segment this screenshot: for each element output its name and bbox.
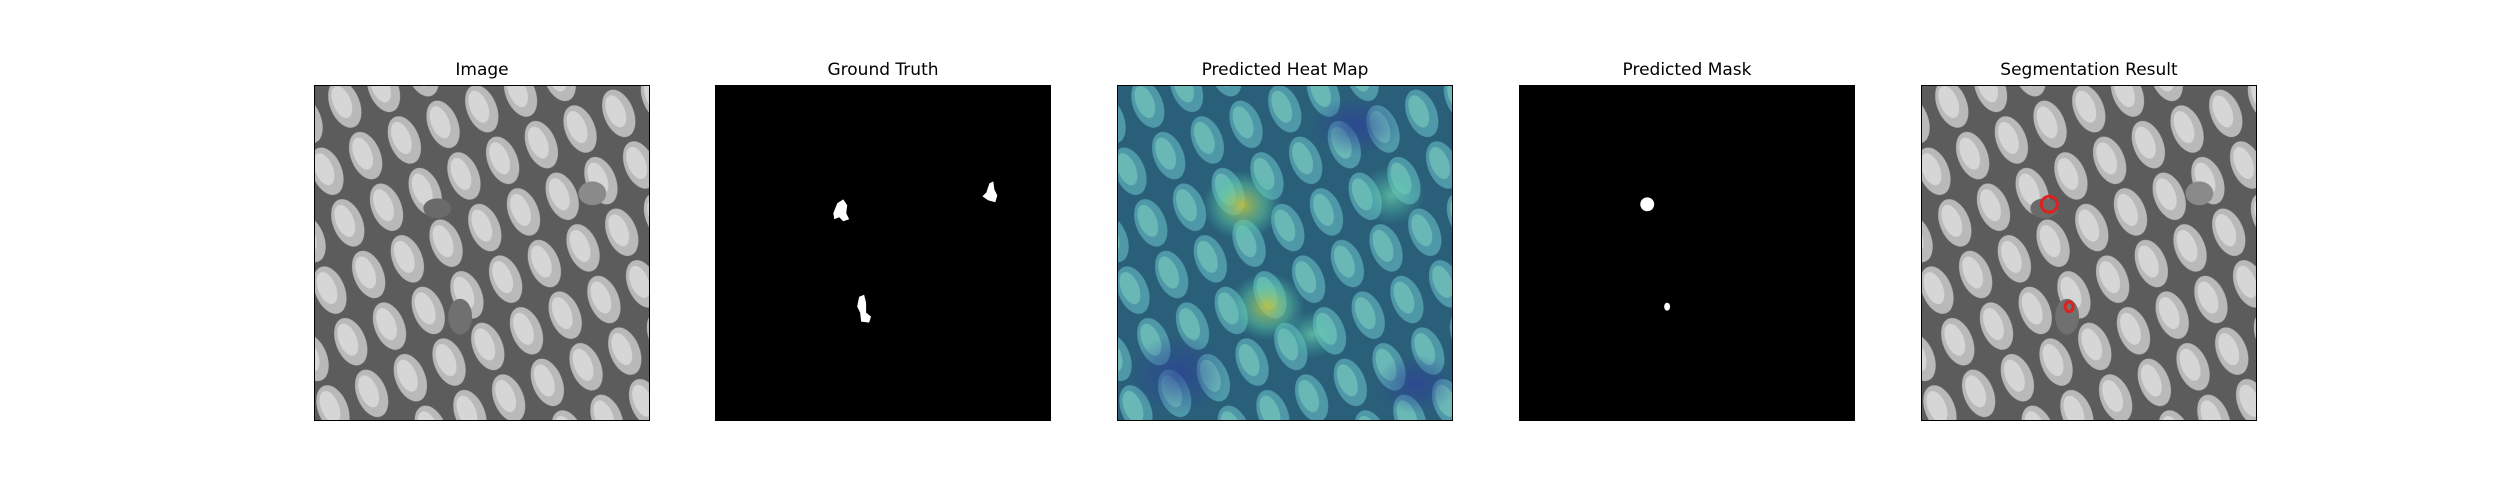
- ground-truth-mask: [716, 86, 1050, 420]
- ground-truth-panel: [715, 85, 1051, 421]
- defect-contour: [2039, 194, 2059, 214]
- panel-title-heat-map: Predicted Heat Map: [1201, 60, 1369, 80]
- panel-title-segmentation-result: Segmentation Result: [2000, 60, 2178, 80]
- segmentation-result: [1922, 86, 2256, 420]
- panel-title-predicted-mask: Predicted Mask: [1622, 60, 1752, 80]
- heat-map-panel: [1117, 85, 1453, 421]
- panel-title-ground-truth: Ground Truth: [827, 60, 939, 80]
- textured-image: [315, 86, 649, 420]
- predicted-mask-panel: [1519, 85, 1855, 421]
- predicted-mask: [1520, 86, 1854, 420]
- panel-title-image: Image: [455, 60, 509, 80]
- image-panel: [314, 85, 650, 421]
- segmentation-result-panel: [1921, 85, 2257, 421]
- defect-contour: [2063, 300, 2075, 314]
- heat-map-overlay: [1118, 86, 1452, 420]
